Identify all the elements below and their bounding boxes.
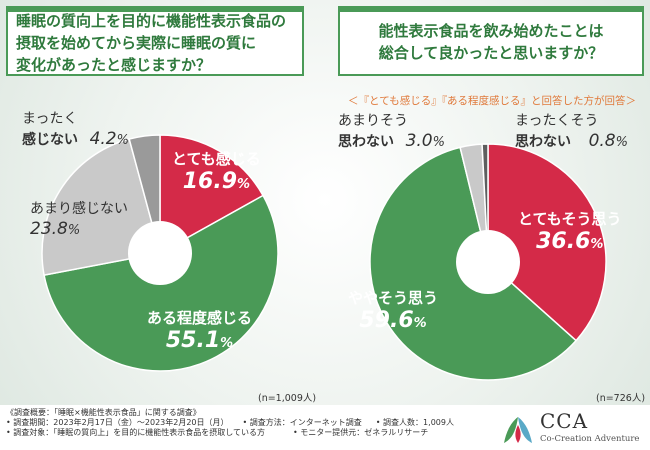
question-1-line: 変化があったと感じますか？: [16, 56, 212, 74]
pie2-label-3: まったくそう 思わない 0.8%: [515, 112, 628, 151]
slice-value: 55.1%: [165, 328, 234, 353]
pie1-label-2: あまり感じない 23.8%: [30, 200, 128, 239]
slice-value: 23.8%: [30, 219, 81, 239]
pie2-label-1: ややそう思う 59.6%: [348, 287, 438, 333]
question-1-line: 摂取を始めてから実際に睡眠の質に: [16, 34, 257, 52]
slice-label: まったく: [22, 111, 78, 127]
note-line: • 調査期間：2023年2月17日（金）～2023年2月20日（月） • 調査方法…: [6, 418, 454, 427]
slice-value: 36.6%: [536, 229, 604, 254]
question-2-box: 能性表示食品を飲み始めたことは 総合して良かったと思いますか？: [338, 6, 644, 76]
slice-value: 4.2%: [89, 129, 129, 149]
question-2-line: 能性表示食品を飲み始めたことは: [378, 22, 604, 40]
note-line: • 調査対象：「睡眠の質向上」を目的に機能性表示食品を摂取している方 • モニター…: [6, 428, 429, 437]
slice-label: とても感じる: [172, 150, 261, 168]
sample-size-1: (n=1,009人): [258, 393, 317, 404]
logo-name: CCA: [540, 409, 589, 433]
logo-mark-icon: [504, 417, 532, 443]
donut-hole: [128, 221, 192, 285]
slice-label: あまり感じない: [30, 201, 128, 217]
pie2-label-2: あまりそう 思わない 3.0%: [338, 112, 445, 151]
note-line: 《調査概要：「睡眠×機能性表示食品」に関する調査》: [6, 408, 201, 417]
survey-notes: 《調査概要：「睡眠×機能性表示食品」に関する調査》 • 調査期間：2023年2月…: [6, 408, 454, 438]
slice-value: 3.0%: [405, 131, 445, 151]
pie-slice-0: [159, 134, 265, 255]
pie1-label-3: まったく 感じない 4.2%: [22, 110, 129, 149]
slice-label-line2: 思わない: [338, 134, 394, 150]
footer: 《調査概要：「睡眠×機能性表示食品」に関する調査》 • 調査期間：2023年2月…: [0, 405, 650, 450]
donut-hole: [456, 230, 520, 294]
slice-label: ややそう思う: [348, 289, 439, 307]
slice-value: 16.9%: [182, 169, 251, 194]
cca-logo: CCA Co-Creation Adventure: [500, 409, 645, 447]
question-1-line: 睡眠の質向上を目的に機能性表示食品の: [16, 12, 287, 30]
pie-slice-0: [487, 143, 607, 342]
slice-label: あまりそう: [338, 113, 408, 129]
question-1-box: 睡眠の質向上を目的に機能性表示食品の 摂取を始めてから実際に睡眠の質に 変化があ…: [6, 6, 304, 76]
slice-value: 0.8%: [588, 131, 628, 151]
pie1-label-1: ある程度感じる 55.1%: [147, 307, 252, 353]
subnote: ＜『とても感じる』『ある程度感じる』と回答した方が回答＞: [348, 95, 636, 107]
sample-size-2: (n=726人): [596, 393, 646, 404]
pie1-label-0: とても感じる 16.9%: [172, 148, 261, 194]
question-2-line: 総合して良かったと思いますか？: [378, 44, 604, 62]
slice-label-line2: 思わない: [515, 134, 571, 150]
pie-charts: [41, 134, 607, 381]
pie2-label-0: とてもそう思う 36.6%: [518, 208, 622, 254]
pie-chart-2: [369, 143, 607, 381]
slice-label: まったくそう: [515, 113, 599, 129]
slice-label-line2: 感じない: [22, 132, 78, 148]
logo-sub: Co-Creation Adventure: [540, 434, 640, 444]
slice-label: とてもそう思う: [518, 210, 622, 228]
slice-label: ある程度感じる: [147, 309, 253, 327]
slice-value: 59.6%: [359, 308, 427, 333]
pie-chart-1: [41, 134, 279, 372]
